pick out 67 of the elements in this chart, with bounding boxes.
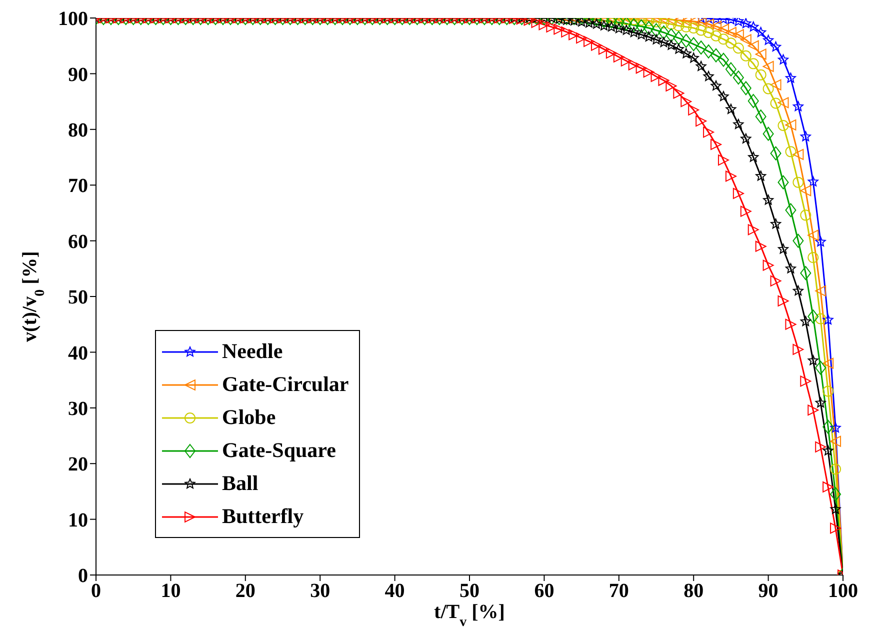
point: [800, 210, 812, 221]
y-tick-label: 90: [68, 64, 88, 86]
x-tick-label: 30: [310, 580, 330, 602]
legend-label: Gate-Circular: [222, 372, 349, 397]
legend-label: Globe: [222, 405, 276, 430]
x-tick-label: 80: [684, 580, 704, 602]
y-tick-label: 40: [68, 342, 88, 364]
point: [792, 101, 804, 112]
y-tick-label: 10: [68, 509, 88, 532]
point: [658, 18, 670, 29]
y-tick-label: 60: [68, 230, 88, 253]
point: [800, 131, 811, 142]
x-axis-title: t/T$_{v}$ [%]: [434, 601, 505, 630]
y-tick-label: 0: [78, 565, 88, 588]
point: [808, 176, 818, 186]
point: [815, 313, 826, 324]
x-tick-label: 10: [160, 580, 181, 602]
point: [763, 34, 774, 45]
point: [696, 24, 707, 36]
y-tick-label: 30: [68, 398, 88, 420]
x-tick-label: 100: [828, 580, 858, 602]
point: [755, 69, 766, 80]
point: [785, 146, 796, 158]
point: [673, 20, 684, 32]
point: [785, 72, 796, 83]
point: [748, 58, 759, 70]
point: [822, 314, 834, 324]
point: [666, 18, 677, 30]
point: [792, 176, 804, 188]
y-tick-label: 80: [68, 120, 88, 142]
point: [748, 21, 759, 32]
x-tick-label: 40: [384, 580, 405, 602]
x-tick-label: 70: [608, 580, 629, 602]
point: [688, 22, 700, 34]
point: [756, 26, 766, 38]
point: [770, 41, 782, 52]
point: [778, 54, 788, 64]
point: [650, 18, 662, 28]
point: [680, 21, 692, 32]
y-tick-label: 50: [68, 286, 88, 309]
point: [830, 464, 842, 475]
point: [718, 34, 729, 45]
y-tick-label: 70: [68, 175, 88, 198]
legend-label: Needle: [222, 339, 283, 364]
x-tick-label: 90: [758, 580, 778, 602]
point: [732, 42, 744, 54]
point: [740, 50, 752, 62]
point: [808, 252, 819, 264]
point: [770, 98, 782, 109]
point: [703, 26, 714, 38]
point: [778, 120, 789, 131]
legend-label: Gate-Square: [222, 438, 336, 463]
point: [725, 38, 736, 49]
x-tick-label: 60: [534, 580, 554, 602]
point: [710, 30, 722, 42]
point: [733, 18, 744, 26]
y-tick-label: 100: [58, 8, 88, 30]
point: [815, 236, 826, 246]
x-tick-label: 50: [460, 580, 480, 602]
point: [762, 83, 774, 94]
x-tick-label: 20: [235, 580, 256, 602]
y-tick-label: 20: [68, 454, 88, 476]
legend-label: Ball: [222, 471, 258, 496]
point: [740, 18, 752, 28]
legend-label: Butterfly: [222, 504, 304, 529]
point: [830, 422, 841, 432]
point: [822, 386, 834, 397]
